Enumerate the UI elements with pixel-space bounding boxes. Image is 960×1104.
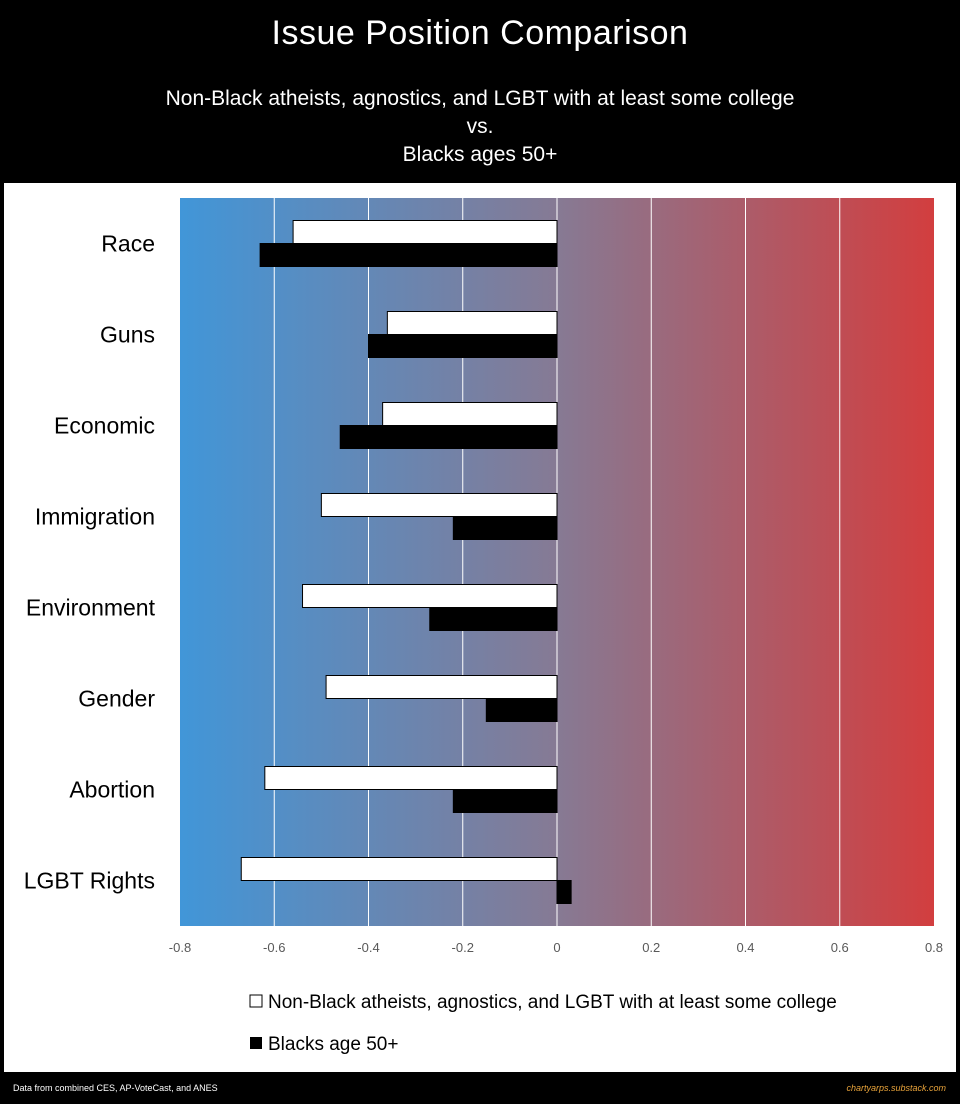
x-tick-label: 0.4 [736, 940, 754, 955]
bar-black [339, 425, 558, 449]
category-label: Economic [54, 413, 155, 439]
bar-black [556, 880, 572, 904]
x-tick-label: -0.4 [357, 940, 379, 955]
category-label: Environment [26, 595, 156, 621]
x-tick-label: 0.8 [925, 940, 943, 955]
x-tick-label: -0.6 [263, 940, 285, 955]
bars [240, 220, 572, 904]
bar-black [485, 698, 558, 722]
bar-black [368, 334, 558, 358]
bar-black [259, 243, 558, 267]
legend-swatch-black [250, 1037, 262, 1049]
x-tick-label: 0.6 [831, 940, 849, 955]
bar-white [264, 766, 558, 790]
bar-white [386, 311, 558, 335]
category-label: Race [101, 231, 155, 257]
credit-link[interactable]: chartyarps.substack.com [846, 1083, 946, 1093]
legend: Non-Black atheists, agnostics, and LGBT … [249, 992, 837, 1055]
chart-subtitle-line1: Non-Black atheists, agnostics, and LGBT … [165, 87, 795, 110]
category-label: Immigration [35, 504, 155, 530]
chart-panel: Race Guns Economic Immigration Environment Ge… [4, 183, 956, 1072]
x-tick-labels: -0.8 -0.6 -0.4 -0.2 0 0.2 0.4 0.6 0.8 [169, 940, 943, 955]
chart-header: Issue Position Comparison Non-Black athe… [0, 0, 960, 183]
bar-black [452, 789, 558, 813]
bar-white [292, 220, 558, 244]
x-tick-label: 0.2 [642, 940, 660, 955]
bar-black [452, 516, 558, 540]
category-label: Abortion [69, 777, 155, 803]
legend-label-white: Non-Black atheists, agnostics, and LGBT … [268, 992, 837, 1013]
bar-white [382, 402, 558, 426]
category-label: Gender [78, 686, 155, 712]
bar-white [302, 584, 558, 608]
legend-label-black: Blacks age 50+ [268, 1034, 398, 1055]
category-label: Guns [100, 322, 155, 348]
legend-swatch-white [249, 994, 263, 1008]
bar-white [320, 493, 558, 517]
x-tick-label: -0.2 [452, 940, 474, 955]
category-labels: Race Guns Economic Immigration Environment Ge… [24, 231, 156, 894]
category-label: LGBT Rights [24, 868, 155, 894]
x-tick-label: -0.8 [169, 940, 191, 955]
bar-white [240, 857, 558, 881]
chart-title: Issue Position Comparison [271, 14, 689, 52]
source-note: Data from combined CES, AP-VoteCast, and… [13, 1083, 218, 1093]
bar-chart: Race Guns Economic Immigration Environment Ge… [24, 198, 943, 1055]
chart-subtitle-line3: Blacks ages 50+ [402, 143, 558, 166]
chart-subtitle-line2: vs. [466, 115, 494, 138]
bar-white [325, 675, 558, 699]
bar-black [429, 607, 558, 631]
x-tick-label: 0 [553, 940, 560, 955]
